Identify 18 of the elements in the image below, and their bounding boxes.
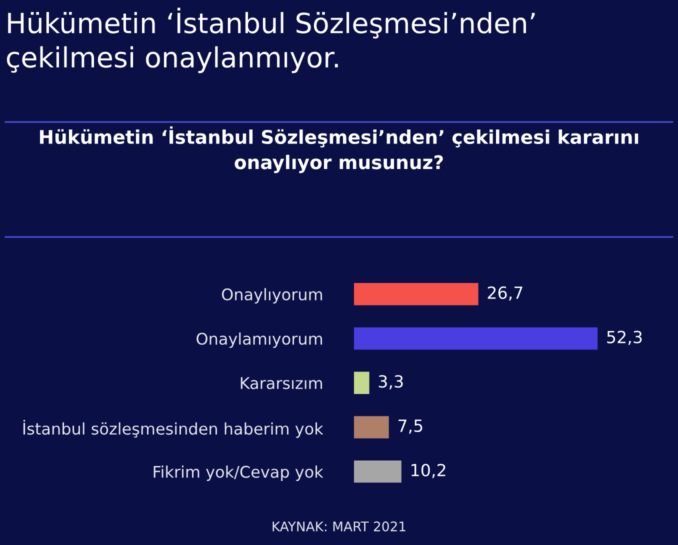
bar <box>354 327 598 350</box>
y-tick-label: Kararsızım <box>240 377 322 390</box>
y-tick-label: İstanbul sözleşmesinden haberim yok <box>23 420 324 438</box>
y-tick-label: Onaylıyorum <box>222 288 322 304</box>
chart-title: Hükümetin ‘İstanbul Sözleşmesi’nden’ çekilmesi onaylanmıyor. <box>6 8 535 74</box>
y-tick-label: Onaylamıyorum <box>196 332 322 348</box>
bar <box>354 372 370 394</box>
bar <box>354 416 389 438</box>
y-tick-label: Fikrim yok/Cevap yok <box>154 466 324 481</box>
chart-subtitle: Hükümetin ‘İstanbul Sözleşmesi’nden’ çekilmesi kararını onaylıyor musunuz? <box>40 126 638 174</box>
data-label: 3,3 <box>378 375 403 390</box>
data-label: 52,3 <box>607 330 642 346</box>
bar <box>354 283 478 306</box>
data-label: 10,2 <box>412 464 446 478</box>
text: KAYNAK: MART 2021 <box>272 521 406 532</box>
bar <box>354 460 402 483</box>
data-label: 26,7 <box>488 286 522 301</box>
data-label: 7,5 <box>398 420 422 434</box>
